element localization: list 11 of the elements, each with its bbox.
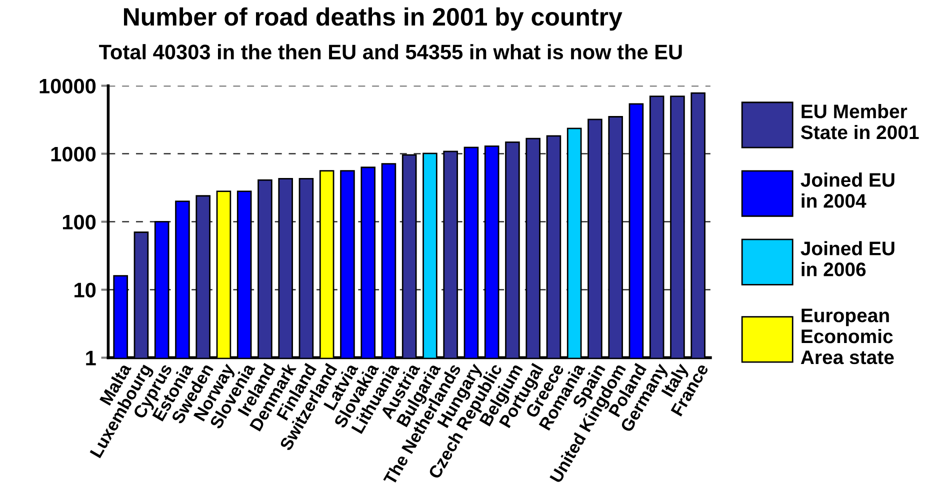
y-tick-label: 100	[62, 214, 96, 230]
chart-title: Number of road deaths in 2001 by country	[124, 7, 622, 31]
legend-label: Joined EU in 2004	[800, 172, 894, 208]
legend-label: European Economic Area state	[800, 308, 894, 364]
legend-label: EU Member State in 2001	[800, 104, 919, 140]
y-tick-label: 1	[86, 350, 96, 366]
chart-subtitle: Total 40303 in the then EU and 54355 in what is now the EU	[99, 44, 682, 60]
y-tick-label: 10000	[40, 78, 96, 94]
legend-label: Joined EU in 2006	[800, 241, 894, 276]
y-tick-label: 10	[74, 282, 96, 298]
y-tick-label: 1000	[51, 146, 96, 162]
